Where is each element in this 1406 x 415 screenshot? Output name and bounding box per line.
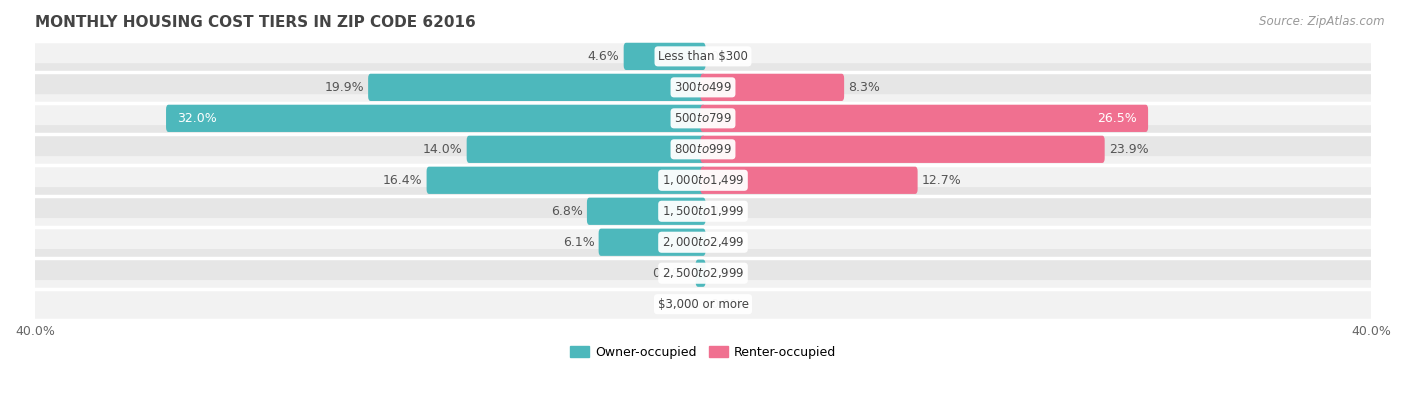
Text: 8.3%: 8.3% <box>848 81 880 94</box>
Text: $1,500 to $1,999: $1,500 to $1,999 <box>662 204 744 218</box>
FancyBboxPatch shape <box>700 105 1149 132</box>
Text: $800 to $999: $800 to $999 <box>673 143 733 156</box>
Text: 0.0%: 0.0% <box>710 298 742 311</box>
Text: 0.0%: 0.0% <box>710 50 742 63</box>
Text: 0.0%: 0.0% <box>664 298 696 311</box>
Text: 32.0%: 32.0% <box>177 112 217 125</box>
Text: 6.1%: 6.1% <box>562 236 595 249</box>
FancyBboxPatch shape <box>700 167 918 194</box>
Text: Less than $300: Less than $300 <box>658 50 748 63</box>
FancyBboxPatch shape <box>21 280 1385 328</box>
FancyBboxPatch shape <box>696 260 706 287</box>
Text: $2,000 to $2,499: $2,000 to $2,499 <box>662 235 744 249</box>
Text: $500 to $799: $500 to $799 <box>673 112 733 125</box>
FancyBboxPatch shape <box>21 156 1385 205</box>
Text: 0.0%: 0.0% <box>710 205 742 218</box>
Text: 0.29%: 0.29% <box>652 267 692 280</box>
Text: $3,000 or more: $3,000 or more <box>658 298 748 311</box>
FancyBboxPatch shape <box>624 43 706 70</box>
Text: 0.0%: 0.0% <box>710 267 742 280</box>
FancyBboxPatch shape <box>21 94 1385 142</box>
Text: $300 to $499: $300 to $499 <box>673 81 733 94</box>
Text: $1,000 to $1,499: $1,000 to $1,499 <box>662 173 744 187</box>
FancyBboxPatch shape <box>700 74 844 101</box>
Text: 19.9%: 19.9% <box>325 81 364 94</box>
Legend: Owner-occupied, Renter-occupied: Owner-occupied, Renter-occupied <box>565 341 841 364</box>
FancyBboxPatch shape <box>21 218 1385 266</box>
Text: 12.7%: 12.7% <box>922 174 962 187</box>
FancyBboxPatch shape <box>21 63 1385 112</box>
FancyBboxPatch shape <box>21 187 1385 235</box>
FancyBboxPatch shape <box>586 198 706 225</box>
FancyBboxPatch shape <box>21 125 1385 173</box>
FancyBboxPatch shape <box>166 105 706 132</box>
FancyBboxPatch shape <box>21 32 1385 81</box>
FancyBboxPatch shape <box>368 74 706 101</box>
Text: 6.8%: 6.8% <box>551 205 582 218</box>
FancyBboxPatch shape <box>700 136 1105 163</box>
Text: 14.0%: 14.0% <box>423 143 463 156</box>
Text: 26.5%: 26.5% <box>1098 112 1137 125</box>
Text: 0.0%: 0.0% <box>710 236 742 249</box>
Text: Source: ZipAtlas.com: Source: ZipAtlas.com <box>1260 15 1385 27</box>
Text: 23.9%: 23.9% <box>1109 143 1149 156</box>
FancyBboxPatch shape <box>426 167 706 194</box>
FancyBboxPatch shape <box>21 249 1385 298</box>
Text: $2,500 to $2,999: $2,500 to $2,999 <box>662 266 744 280</box>
Text: 16.4%: 16.4% <box>382 174 422 187</box>
FancyBboxPatch shape <box>599 229 706 256</box>
Text: 4.6%: 4.6% <box>588 50 620 63</box>
Text: MONTHLY HOUSING COST TIERS IN ZIP CODE 62016: MONTHLY HOUSING COST TIERS IN ZIP CODE 6… <box>35 15 475 30</box>
FancyBboxPatch shape <box>467 136 706 163</box>
